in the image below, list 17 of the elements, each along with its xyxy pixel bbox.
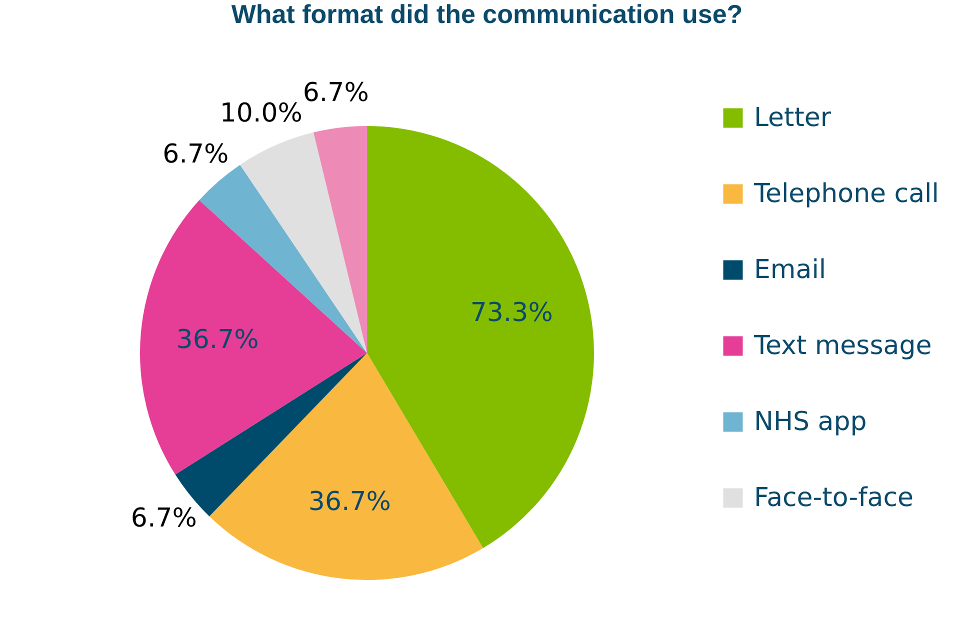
- data-label: 6.7%: [162, 140, 229, 170]
- legend-label: Email: [754, 255, 826, 285]
- legend-label: Face-to-face: [754, 483, 914, 513]
- pie-slice: [209, 353, 484, 580]
- data-label: 36.7%: [176, 324, 259, 355]
- chart-title: What format did the communication use?: [231, 0, 743, 29]
- data-label: 6.7%: [302, 78, 369, 108]
- legend-label: NHS app: [754, 407, 867, 437]
- legend-label: Text message: [753, 331, 932, 361]
- legend-label: Telephone call: [753, 179, 939, 209]
- pie-slice: [313, 126, 367, 353]
- data-label: 73.3%: [470, 298, 553, 328]
- data-label: 36.7%: [308, 487, 392, 517]
- pie-slice: [140, 200, 367, 475]
- data-label: 6.7%: [130, 504, 197, 534]
- data-label: 10.0%: [220, 98, 302, 128]
- legend-label: Letter: [754, 103, 832, 133]
